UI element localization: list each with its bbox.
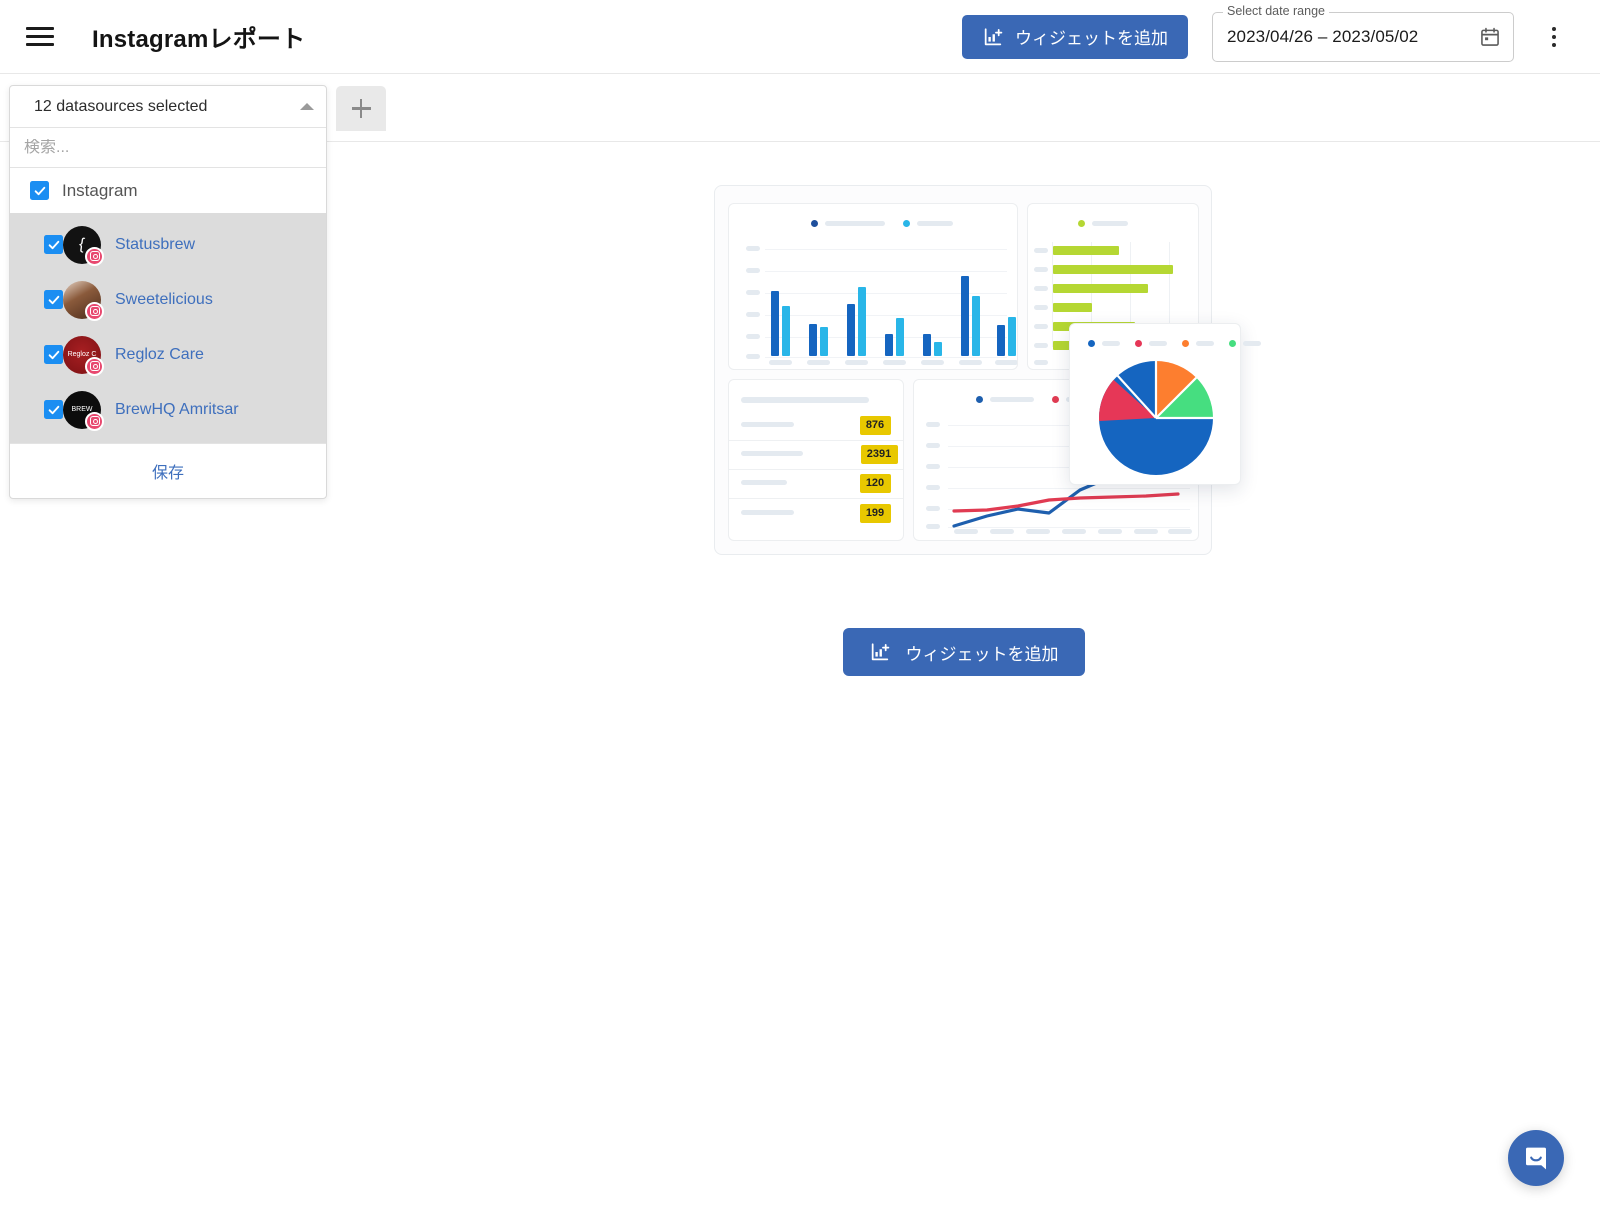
legend-label-placeholder xyxy=(1195,341,1214,346)
legend-label-placeholder xyxy=(1101,341,1120,346)
legend-dot-series-light-blue xyxy=(902,220,910,227)
header-actions: ウィジェットを追加 Select date range 2023/04/26 –… xyxy=(962,0,1600,73)
legend-label-placeholder xyxy=(916,221,953,226)
datasource-selector-panel: 12 datasources selected Instagram { Stat xyxy=(9,85,327,499)
item-checkbox[interactable] xyxy=(44,345,63,364)
date-range-value: 2023/04/26 – 2023/05/02 xyxy=(1227,26,1419,46)
table-row xyxy=(740,451,803,456)
date-range-legend: Select date range xyxy=(1223,3,1329,18)
page-title: Instagramレポート xyxy=(92,26,306,53)
datasource-search-row xyxy=(10,128,326,168)
add-chart-icon xyxy=(982,26,1004,48)
group-label: Instagram xyxy=(62,180,138,200)
item-checkbox[interactable] xyxy=(44,290,63,309)
calendar-icon[interactable] xyxy=(1479,26,1501,48)
table-row: 2391 xyxy=(860,445,898,464)
instagram-badge xyxy=(85,411,104,431)
regloz-avatar: Regloz C xyxy=(63,335,104,376)
table-widget: 876 2391 120 199 xyxy=(727,379,904,541)
dashboard-illustration: 876 2391 120 199 xyxy=(713,185,1261,557)
chat-bubble-icon xyxy=(1522,1144,1550,1172)
pie-widget xyxy=(1068,323,1261,485)
legend-dot-slice-blue xyxy=(1087,340,1095,347)
list-item[interactable]: BREW BrewHQ Amritsar xyxy=(10,382,326,437)
legend-dot-series-green xyxy=(1077,220,1085,227)
plus-icon xyxy=(351,99,371,118)
list-item-label: Statusbrew xyxy=(115,235,196,253)
sweetelicious-avatar xyxy=(63,280,104,321)
legend-label-placeholder xyxy=(824,221,885,226)
empty-state: 876 2391 120 199 xyxy=(327,142,1600,1222)
statusbrew-avatar: { xyxy=(63,225,104,266)
brewhq-avatar: BREW xyxy=(63,390,104,431)
legend-label-placeholder xyxy=(989,397,1034,402)
search-input[interactable] xyxy=(24,138,314,157)
legend-dot-series-red xyxy=(1051,396,1059,403)
datasource-selected-summary: 12 datasources selected xyxy=(34,97,208,115)
legend-dot-series-dark-blue xyxy=(810,220,818,227)
legend-dot-slice-red xyxy=(1134,340,1142,347)
list-item-label: Regloz Care xyxy=(115,345,204,363)
hamburger-icon[interactable] xyxy=(26,20,60,54)
list-item-label: BrewHQ Amritsar xyxy=(115,400,239,418)
table-row: 199 xyxy=(859,504,891,523)
legend-dot-series-blue xyxy=(975,396,983,403)
legend-label-placeholder xyxy=(1242,341,1261,346)
legend xyxy=(810,220,953,227)
datasource-selector-toggle[interactable]: 12 datasources selected xyxy=(10,86,326,128)
add-tab-button[interactable] xyxy=(336,86,386,131)
instagram-badge xyxy=(85,356,104,376)
instagram-badge xyxy=(85,246,104,266)
list-item[interactable]: Sweetelicious xyxy=(10,272,326,327)
table-row xyxy=(740,510,794,515)
add-widget-label: ウィジェットを追加 xyxy=(905,644,1059,664)
table-row: 120 xyxy=(859,474,891,493)
list-item[interactable]: { Statusbrew xyxy=(10,217,326,272)
datasource-list: { Statusbrew Sweetelicious xyxy=(10,213,326,443)
item-checkbox[interactable] xyxy=(44,235,63,254)
item-checkbox[interactable] xyxy=(44,400,63,419)
pie-slices xyxy=(1098,361,1213,475)
table-row xyxy=(740,422,794,427)
app-header: Instagramレポート ウィジェットを追加 Select date rang… xyxy=(0,0,1600,74)
date-range-picker[interactable]: Select date range 2023/04/26 – 2023/05/0… xyxy=(1212,3,1514,62)
list-item[interactable]: Regloz C Regloz Care xyxy=(10,327,326,382)
add-widget-button[interactable]: ウィジェットを追加 xyxy=(962,14,1188,59)
table-row: 876 xyxy=(859,416,891,435)
table-row xyxy=(740,480,787,485)
add-chart-icon xyxy=(869,641,891,663)
add-widget-button-empty-state[interactable]: ウィジェットを追加 xyxy=(842,628,1085,676)
chevron-up-icon xyxy=(300,103,314,110)
grouped-bar-widget xyxy=(727,203,1018,370)
chat-launcher-button[interactable] xyxy=(1508,1130,1564,1186)
legend-dot-slice-orange xyxy=(1181,340,1189,347)
save-label: 保存 xyxy=(151,465,184,482)
legend-label-placeholder xyxy=(1091,221,1128,226)
instagram-badge xyxy=(85,301,104,321)
legend xyxy=(1077,220,1128,227)
legend-dot-slice-green xyxy=(1228,340,1236,347)
datasource-group-instagram[interactable]: Instagram xyxy=(10,168,326,213)
save-button[interactable]: 保存 xyxy=(10,443,326,498)
kebab-menu-icon[interactable] xyxy=(1540,17,1568,57)
legend xyxy=(1087,340,1261,347)
legend-label-placeholder xyxy=(1148,341,1167,346)
add-widget-label: ウィジェットを追加 xyxy=(1015,29,1168,48)
group-checkbox[interactable] xyxy=(30,181,49,200)
table-title-placeholder xyxy=(740,397,869,403)
list-item-label: Sweetelicious xyxy=(115,290,213,308)
